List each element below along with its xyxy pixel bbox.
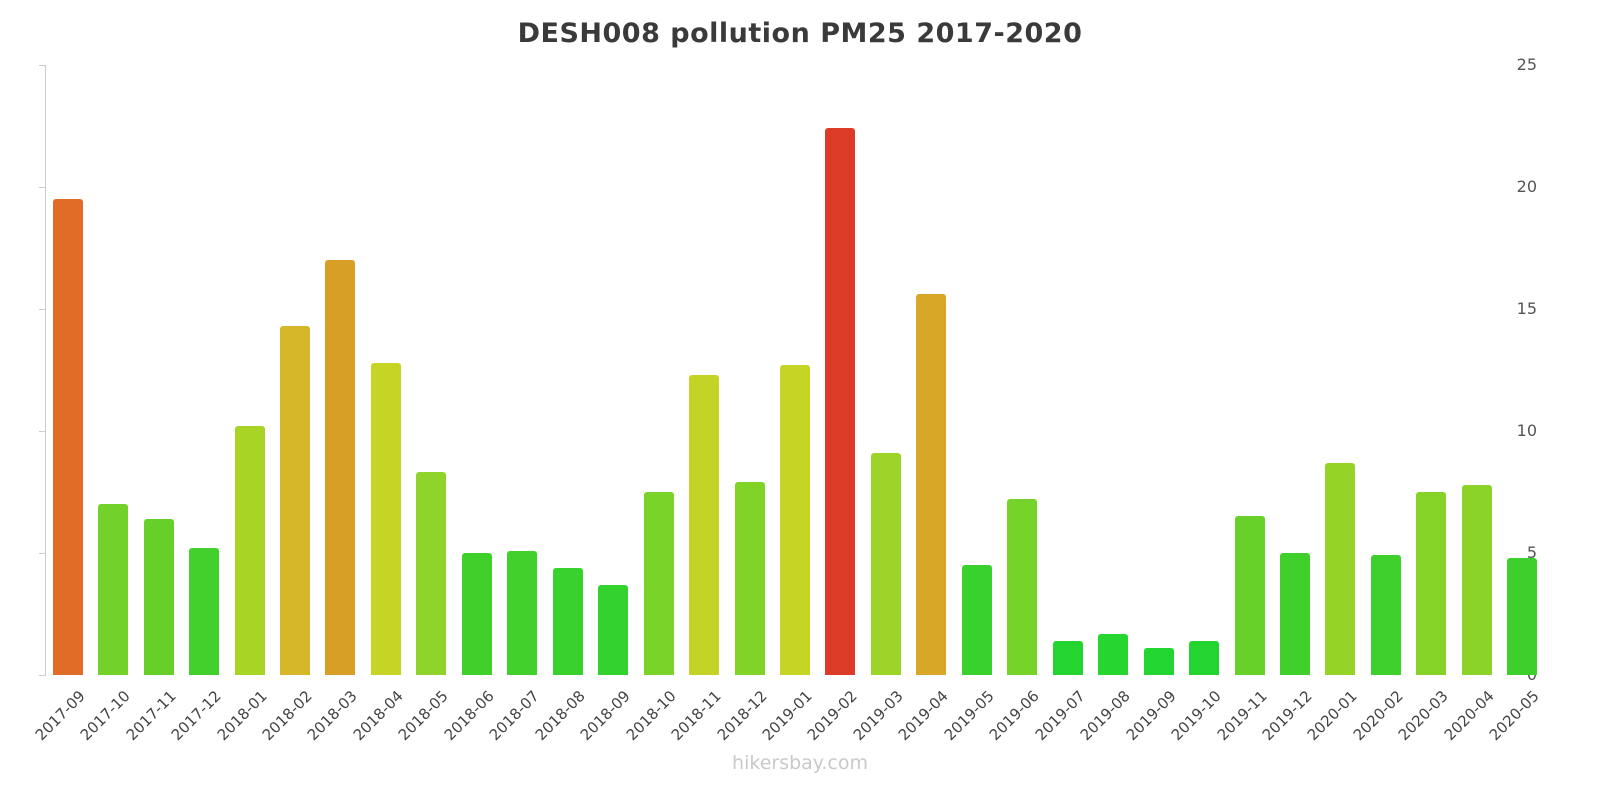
y-tick-mark — [39, 65, 45, 66]
x-tick-label: 2018-12 — [713, 687, 771, 745]
x-tick-label: 2020-01 — [1304, 687, 1362, 745]
bar-2018-04[interactable] — [370, 362, 401, 675]
x-tick-label: 2019-04 — [895, 687, 953, 745]
chart-title: DESH008 pollution PM25 2017-2020 — [517, 18, 1083, 49]
y-tick-label: 5 — [1526, 543, 1537, 562]
y-axis — [45, 65, 46, 676]
bar-2019-09[interactable] — [1143, 648, 1174, 675]
y-tick-mark — [39, 675, 45, 676]
x-tick-label: 2019-02 — [804, 687, 862, 745]
bar-2018-03[interactable] — [325, 260, 356, 675]
bar-2020-03[interactable] — [1416, 492, 1447, 675]
x-tick-label: 2017-11 — [122, 687, 180, 745]
x-tick-label: 2018-05 — [395, 687, 453, 745]
x-tick-label: 2018-10 — [622, 687, 680, 745]
watermark: hikersbay.com — [732, 752, 868, 774]
x-tick-label: 2019-11 — [1213, 687, 1271, 745]
x-tick-label: 2020-03 — [1395, 687, 1453, 745]
bar-2019-03[interactable] — [870, 452, 901, 675]
bar-2019-07[interactable] — [1052, 640, 1083, 675]
plot-area: 05101520252017-092017-102017-112017-1220… — [31, 56, 1545, 745]
bar-2017-09[interactable] — [52, 199, 83, 675]
bar-2017-12[interactable] — [189, 548, 220, 675]
bar-2019-06[interactable] — [1007, 499, 1038, 675]
x-tick-label: 2018-01 — [213, 687, 271, 745]
bar-2020-05[interactable] — [1507, 557, 1538, 675]
bar-2018-05[interactable] — [416, 472, 447, 675]
y-tick-label: 20 — [1516, 177, 1537, 196]
bar-2019-04[interactable] — [916, 294, 947, 675]
bar-2018-12[interactable] — [734, 482, 765, 675]
bar-2018-02[interactable] — [280, 326, 310, 675]
x-tick-label: 2019-09 — [1122, 687, 1180, 745]
bar-2019-10[interactable] — [1189, 640, 1220, 675]
y-tick-label: 25 — [1516, 55, 1537, 74]
bar-2019-08[interactable] — [1098, 633, 1129, 675]
y-tick-label: 15 — [1516, 299, 1537, 318]
bar-2017-10[interactable] — [98, 504, 129, 675]
y-tick-label: 10 — [1516, 421, 1537, 440]
bar-2019-02[interactable] — [825, 128, 856, 675]
bar-2018-06[interactable] — [461, 553, 492, 675]
y-tick-mark — [39, 309, 45, 310]
bar-2019-01[interactable] — [780, 365, 810, 675]
bar-2017-11[interactable] — [143, 518, 174, 675]
bar-2018-10[interactable] — [643, 492, 674, 675]
bar-2018-08[interactable] — [552, 567, 583, 675]
bar-2018-07[interactable] — [507, 550, 538, 675]
bar-2018-11[interactable] — [689, 374, 720, 675]
bar-2019-11[interactable] — [1234, 516, 1265, 675]
bar-2018-01[interactable] — [234, 426, 265, 675]
bar-2019-12[interactable] — [1280, 553, 1310, 675]
y-tick-mark — [39, 187, 45, 188]
bar-2020-02[interactable] — [1370, 555, 1401, 675]
bar-2018-09[interactable] — [598, 584, 629, 675]
bar-2019-05[interactable] — [961, 565, 992, 675]
y-tick-mark — [39, 553, 45, 554]
x-tick-label: 2018-03 — [304, 687, 362, 745]
bar-2020-01[interactable] — [1325, 462, 1356, 675]
y-tick-mark — [39, 431, 45, 432]
bar-2020-04[interactable] — [1461, 484, 1492, 675]
